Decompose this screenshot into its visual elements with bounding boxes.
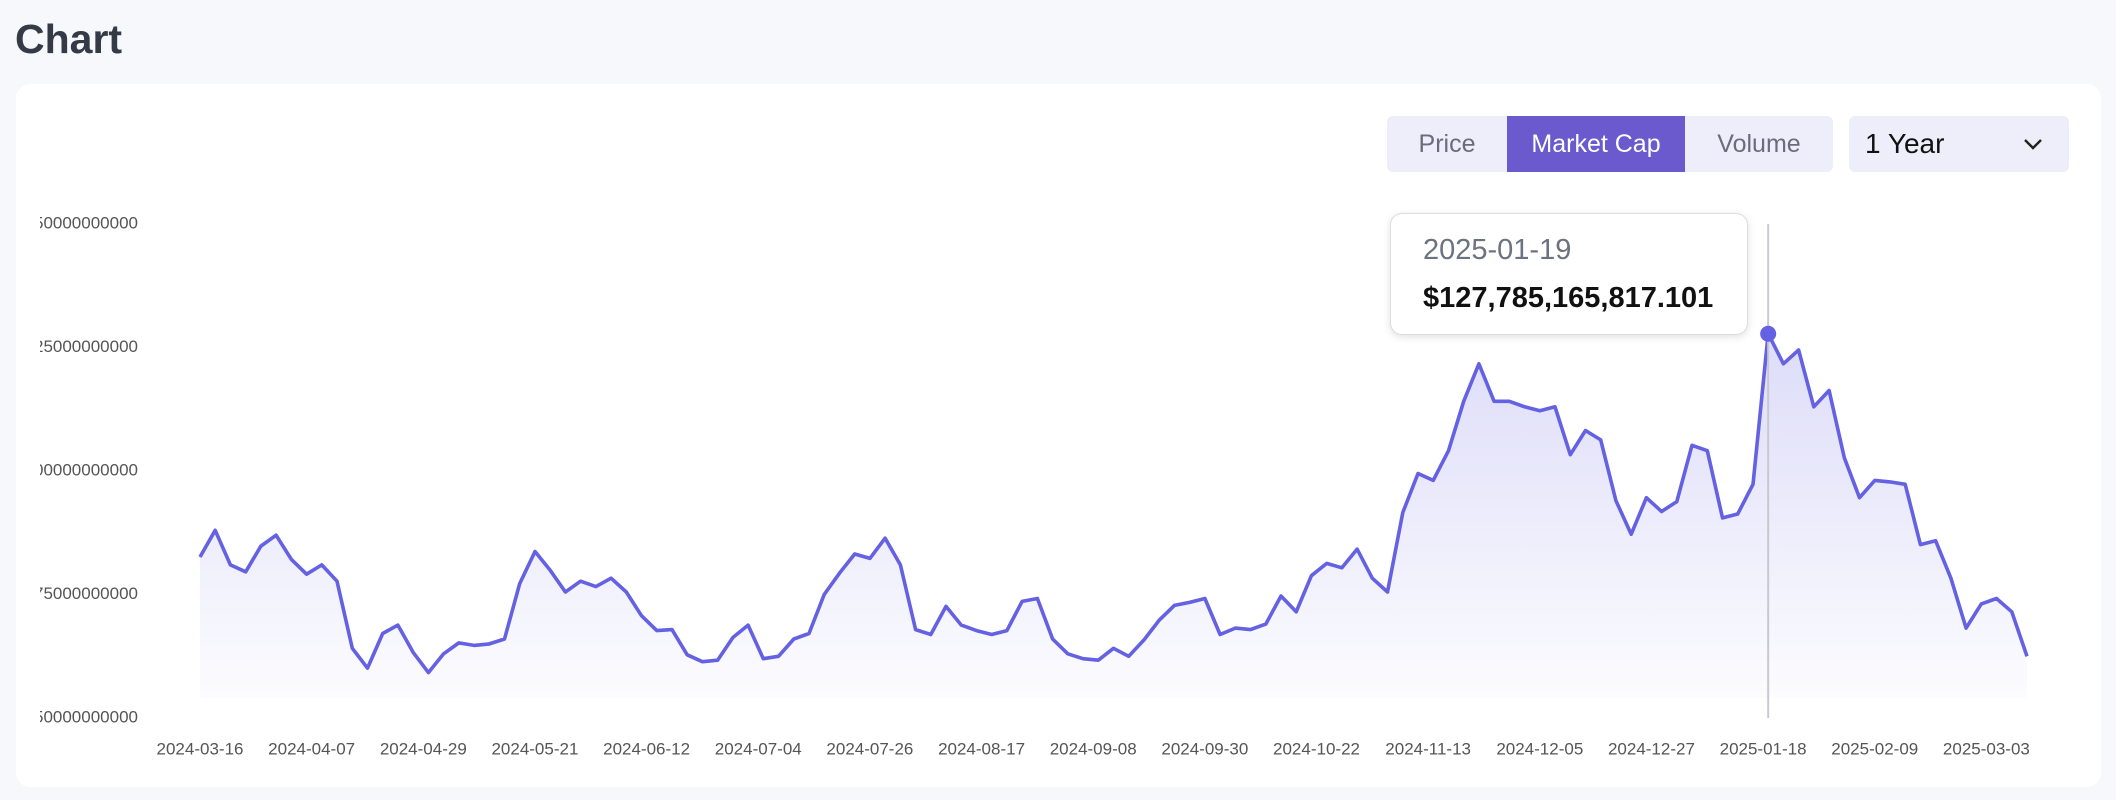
x-tick-label: 2024-04-29 [380, 739, 467, 758]
x-tick-label: 2025-02-09 [1831, 739, 1918, 758]
range-dropdown[interactable]: 1 Year [1849, 116, 2069, 172]
tooltip-value: $127,785,165,817.101 [1423, 282, 1714, 314]
line [198, 331, 2029, 675]
x-tick-label: 2025-01-18 [1720, 739, 1807, 758]
chevron-icon [2024, 139, 2042, 150]
y-tick-label: 50000000000 [34, 707, 138, 726]
x-tick-label: 2024-07-26 [826, 739, 913, 758]
tooltip: 2025-01-19 $127,785,165,817.101 [1390, 213, 1748, 335]
x-tick-label: 2024-12-05 [1496, 739, 1583, 758]
x-tick-label: 2024-10-22 [1273, 739, 1360, 758]
y-tick-label: 150000000000 [25, 213, 138, 232]
tab[interactable]: Volume [1717, 130, 1801, 158]
y-tick-label: 100000000000 [25, 460, 138, 479]
tab[interactable]: Market Cap [1507, 116, 1685, 172]
x-tick-label: 2024-05-21 [491, 739, 578, 758]
tab[interactable]: Price [1418, 130, 1476, 158]
y-tick-label: 125000000000 [25, 337, 138, 356]
x-tick-label: 2024-09-08 [1050, 739, 1137, 758]
y-tick-label: 75000000000 [34, 584, 138, 603]
x-tick-label: 2024-08-17 [938, 739, 1025, 758]
x-tick-label: 2024-06-12 [603, 739, 690, 758]
x-tick-label: 2025-03-03 [1943, 739, 2030, 758]
tooltip-date: 2025-01-19 [1423, 234, 1572, 266]
x-tick-label: 2024-09-30 [1161, 739, 1248, 758]
x-tick-label: 2024-11-13 [1385, 739, 1471, 758]
metric-tabs: Price Market Cap Volume [1387, 116, 1833, 172]
x-tick-label: 2024-04-07 [268, 739, 355, 758]
range-label: 1 Year [1865, 128, 1945, 159]
x-tick-label: 2024-12-27 [1608, 739, 1695, 758]
area-fill [200, 333, 2027, 698]
page-title: Chart [15, 16, 123, 62]
hover-point [1760, 325, 1777, 342]
x-tick-label: 2024-07-04 [715, 739, 802, 758]
x-tick-label: 2024-03-16 [157, 739, 244, 758]
